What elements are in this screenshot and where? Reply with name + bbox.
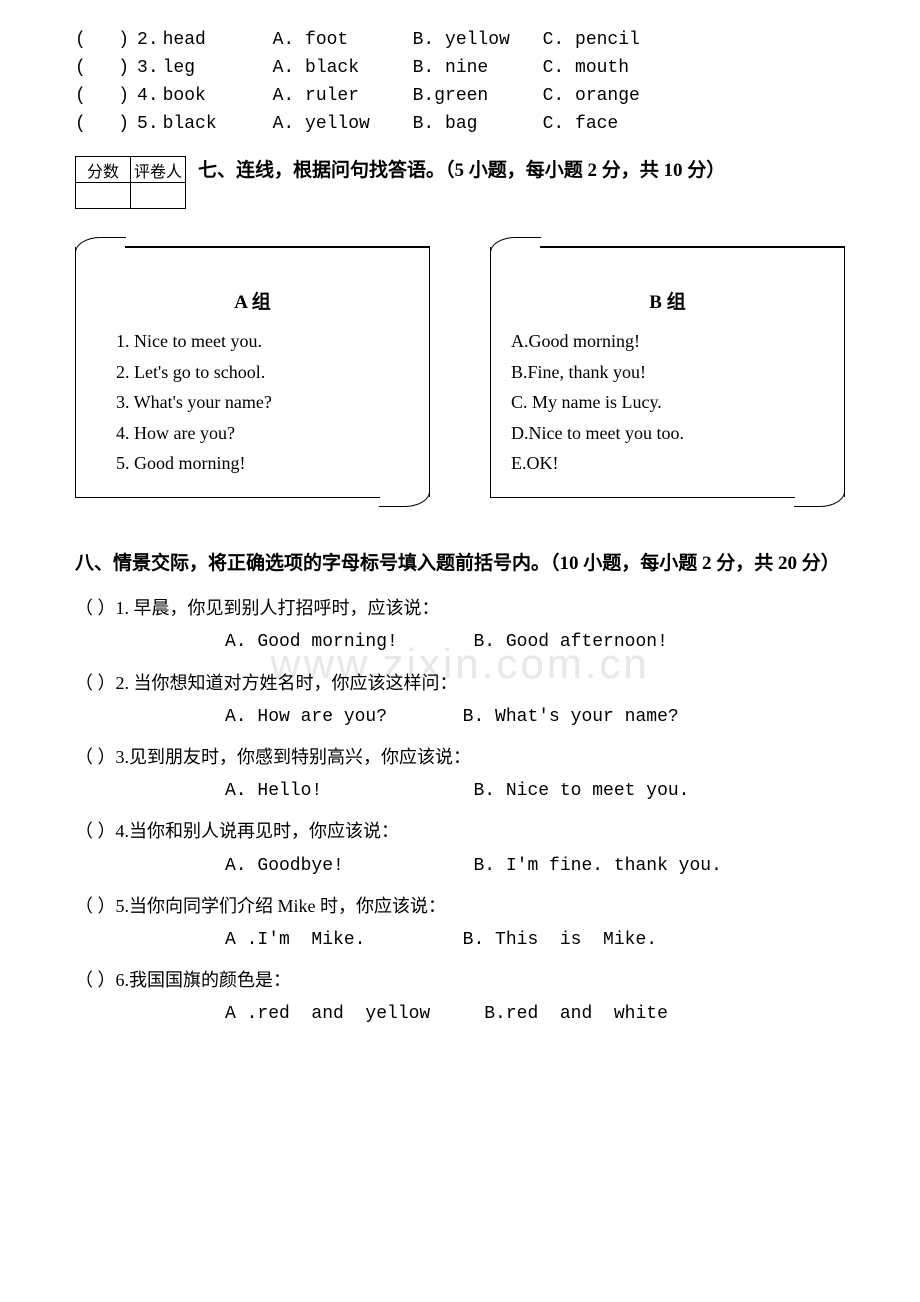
q8-question: （ ）3.见到朋友时，你感到特别高兴，你应该说： — [75, 740, 845, 774]
group-b-title: B 组 — [511, 287, 824, 314]
group-a-item: 1. Nice to meet you. — [116, 326, 409, 357]
question-word: head — [163, 30, 273, 50]
question-word: black — [163, 114, 273, 134]
group-b-item: B.Fine, thank you! — [511, 357, 824, 388]
question-row: ( ) 2. head A. foot B. yellow C. pencil — [75, 30, 845, 50]
section7-header: 分数 评卷人 七、连线，根据问句找答语。（5 小题，每小题 2 分，共 10 分… — [75, 156, 845, 209]
q8-options: A .red and yellow B.red and white — [225, 997, 845, 1031]
question-row: ( ) 5. black A. yellow B. bag C. face — [75, 114, 845, 134]
q8-options: A .I'm Mike. B. This is Mike. — [225, 923, 845, 957]
group-b-item: C. My name is Lucy. — [511, 387, 824, 418]
paren[interactable]: ( ) — [75, 30, 129, 50]
q8-question: （ ）1. 早晨，你见到别人打招呼时，应该说： — [75, 591, 845, 625]
score-cell[interactable] — [76, 183, 131, 209]
q8-item: （ ）4.当你和别人说再见时，你应该说： A. Goodbye! B. I'm … — [75, 814, 845, 882]
score-box: 分数 评卷人 — [75, 156, 186, 209]
score-label: 分数 — [76, 157, 131, 183]
q8-question: （ ）6.我国国旗的颜色是： — [75, 963, 845, 997]
option-b: B. bag — [413, 114, 543, 134]
paren[interactable]: ( ) — [75, 114, 129, 134]
scroll-container: A 组 1. Nice to meet you. 2. Let's go to … — [75, 227, 845, 517]
q8-item: （ ）3.见到朋友时，你感到特别高兴，你应该说： A. Hello! B. Ni… — [75, 740, 845, 808]
question-num: 2. — [137, 30, 159, 50]
group-a-item: 3. What's your name? — [116, 387, 409, 418]
section8-questions: （ ）1. 早晨，你见到别人打招呼时，应该说： A. Good morning!… — [75, 591, 845, 1031]
option-b: B.green — [413, 86, 543, 106]
scroll-box-a: A 组 1. Nice to meet you. 2. Let's go to … — [75, 227, 430, 517]
paren[interactable]: ( ) — [75, 86, 129, 106]
scroll-body-a: A 组 1. Nice to meet you. 2. Let's go to … — [75, 247, 430, 497]
question-row: ( ) 3. leg A. black B. nine C. mouth — [75, 58, 845, 78]
q8-item: （ ）5.当你向同学们介绍 Mike 时，你应该说： A .I'm Mike. … — [75, 889, 845, 957]
section7-title: 七、连线，根据问句找答语。（5 小题，每小题 2 分，共 10 分） — [198, 156, 845, 186]
scroll-box-b: B 组 A.Good morning! B.Fine, thank you! C… — [490, 227, 845, 517]
group-b-item: E.OK! — [511, 448, 824, 479]
group-a-item: 2. Let's go to school. — [116, 357, 409, 388]
option-a: A. ruler — [273, 86, 413, 106]
option-a: A. foot — [273, 30, 413, 50]
section8-title: 八、情景交际，将正确选项的字母标号填入题前括号内。（10 小题，每小题 2 分，… — [75, 547, 845, 581]
section6-questions: ( ) 2. head A. foot B. yellow C. pencil … — [75, 30, 845, 134]
question-row: ( ) 4. book A. ruler B.green C. orange — [75, 86, 845, 106]
q8-question: （ ）4.当你和别人说再见时，你应该说： — [75, 814, 845, 848]
scroll-bottom-decoration — [490, 477, 845, 517]
q8-options: A. How are you? B. What's your name? — [225, 700, 845, 734]
question-word: leg — [163, 58, 273, 78]
grader-cell[interactable] — [131, 183, 186, 209]
option-b: B. yellow — [413, 30, 543, 50]
q8-item: （ ）6.我国国旗的颜色是： A .red and yellow B.red a… — [75, 963, 845, 1031]
group-a-item: 4. How are you? — [116, 418, 409, 449]
group-b-item: D.Nice to meet you too. — [511, 418, 824, 449]
scroll-body-b: B 组 A.Good morning! B.Fine, thank you! C… — [490, 247, 845, 497]
q8-options: A. Goodbye! B. I'm fine. thank you. — [225, 849, 845, 883]
group-a-item: 5. Good morning! — [116, 448, 409, 479]
q8-options: A. Hello! B. Nice to meet you. — [225, 774, 845, 808]
q8-item: （ ）2. 当你想知道对方姓名时，你应该这样问： A. How are you?… — [75, 666, 845, 734]
q8-question: （ ）2. 当你想知道对方姓名时，你应该这样问： — [75, 666, 845, 700]
q8-question: （ ）5.当你向同学们介绍 Mike 时，你应该说： — [75, 889, 845, 923]
scroll-bottom-decoration — [75, 477, 430, 517]
q8-options: A. Good morning! B. Good afternoon! — [225, 625, 845, 659]
q8-item: （ ）1. 早晨，你见到别人打招呼时，应该说： A. Good morning!… — [75, 591, 845, 659]
question-num: 4. — [137, 86, 159, 106]
option-c: C. mouth — [543, 58, 629, 78]
group-a-title: A 组 — [96, 287, 409, 314]
question-num: 3. — [137, 58, 159, 78]
option-c: C. pencil — [543, 30, 640, 50]
question-word: book — [163, 86, 273, 106]
option-c: C. face — [543, 114, 619, 134]
option-a: A. black — [273, 58, 413, 78]
question-num: 5. — [137, 114, 159, 134]
paren[interactable]: ( ) — [75, 58, 129, 78]
grader-label: 评卷人 — [131, 157, 186, 183]
option-b: B. nine — [413, 58, 543, 78]
group-b-item: A.Good morning! — [511, 326, 824, 357]
option-c: C. orange — [543, 86, 640, 106]
option-a: A. yellow — [273, 114, 413, 134]
